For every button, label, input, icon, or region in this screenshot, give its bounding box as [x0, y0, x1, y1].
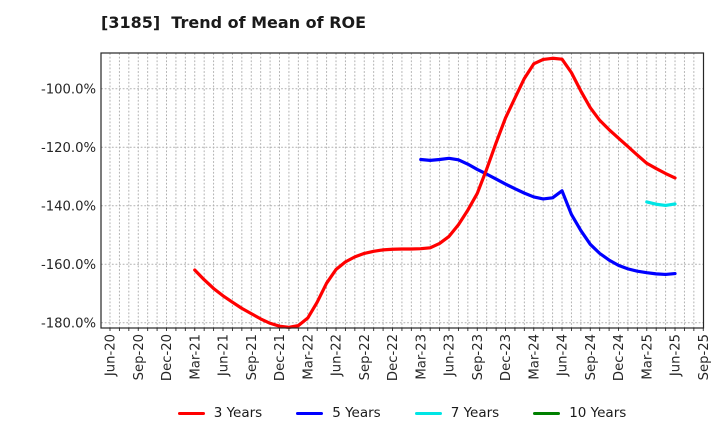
- x-tick-label: Sep-21: [245, 334, 260, 380]
- x-tick-label: Mar-24: [527, 334, 542, 380]
- legend-label-5-years: 5 Years: [332, 405, 381, 421]
- legend-label-3-years: 3 Years: [213, 405, 263, 421]
- x-tick-label: Dec-21: [273, 334, 288, 381]
- x-tick-label: Sep-22: [358, 334, 373, 380]
- x-tick-label: Sep-25: [697, 334, 712, 380]
- x-tick-label: Jun-20: [104, 334, 119, 377]
- x-tick-label: Sep-20: [132, 334, 147, 380]
- y-tick-label: -140.0%: [41, 199, 96, 214]
- x-tick-label: Jun-22: [330, 334, 345, 377]
- x-tick-label: Sep-24: [584, 334, 599, 380]
- series-5-years-line: [419, 156, 677, 277]
- legend-line-5-years-icon: [296, 411, 324, 415]
- legend-line-10-years-icon: [533, 411, 561, 415]
- legend-line-7-years-icon: [414, 411, 442, 415]
- x-tick-label: Mar-23: [414, 334, 429, 380]
- x-tick-label: Dec-23: [499, 334, 514, 381]
- x-tick-label: Mar-21: [188, 334, 203, 380]
- x-tick-label: Dec-20: [160, 334, 175, 381]
- series-3-years-line: [193, 56, 677, 329]
- x-tick-label: Mar-22: [301, 334, 316, 380]
- y-tick-label: -160.0%: [41, 258, 96, 273]
- chart-title: [3185] Trend of Mean of ROE: [101, 13, 367, 32]
- y-tick-label: -120.0%: [41, 141, 96, 156]
- series-7-years-line: [645, 200, 677, 208]
- legend: 3 Years 5 Years 7 Years 10 Years: [42, 403, 720, 423]
- legend-label-10-years: 10 Years: [569, 405, 627, 421]
- x-tick-label: Mar-25: [640, 334, 655, 380]
- legend-item-7-years: 7 Years: [414, 403, 500, 423]
- legend-line-3-years-icon: [177, 411, 205, 415]
- x-tick-label: Jun-23: [443, 334, 458, 377]
- x-tick-label: Dec-24: [612, 334, 627, 381]
- legend-item-5-years: 5 Years: [296, 403, 381, 423]
- y-tick-label: -100.0%: [41, 82, 96, 97]
- x-tick-label: Sep-23: [471, 334, 486, 380]
- x-tick-label: Jun-25: [669, 334, 684, 377]
- x-tick-label: Jun-21: [217, 334, 232, 377]
- legend-item-3-years: 3 Years: [177, 403, 263, 423]
- x-tick-label: Jun-24: [556, 334, 571, 377]
- legend-item-10-years: 10 Years: [533, 403, 626, 423]
- y-tick-label: -180.0%: [41, 316, 96, 331]
- x-tick-label: Dec-22: [386, 334, 401, 381]
- legend-label-7-years: 7 Years: [450, 405, 500, 421]
